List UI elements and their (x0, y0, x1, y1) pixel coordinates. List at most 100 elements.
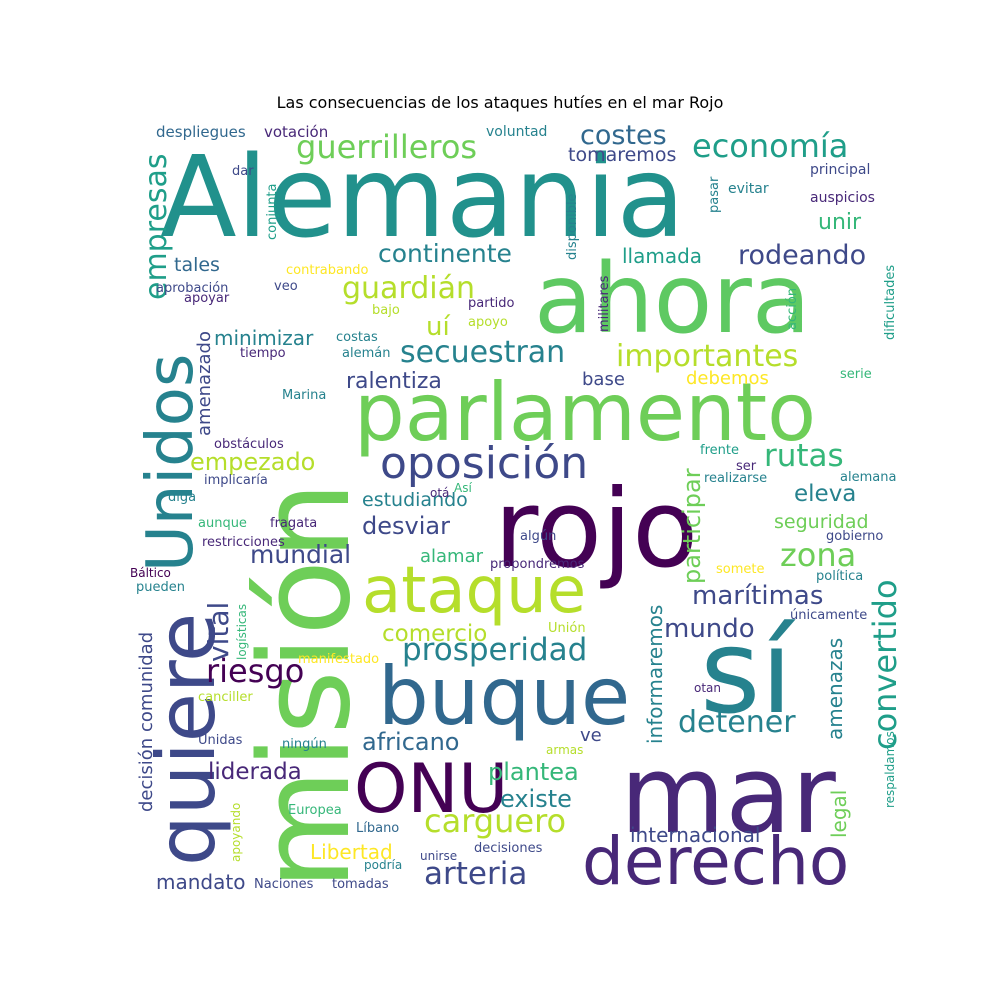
word: política (816, 569, 863, 584)
word: participar (678, 468, 706, 584)
word: Libertad (310, 840, 393, 864)
word: armas (546, 743, 583, 757)
word: apoyar (184, 291, 230, 306)
word: llamada (622, 244, 702, 268)
word: Unidos (134, 354, 208, 572)
word: gobierno (826, 529, 883, 544)
word: quiere (140, 613, 233, 866)
word: tiempo (240, 346, 286, 361)
word: seguridad (774, 511, 869, 533)
word: rodeando (738, 240, 866, 271)
word: frente (700, 443, 739, 458)
word: decisión (136, 738, 157, 812)
word: apoyo (468, 315, 508, 330)
word: ralentiza (346, 369, 442, 394)
word: alemana (840, 470, 896, 485)
word: carguero (424, 802, 566, 840)
word: estudiando (362, 489, 468, 511)
word: amenazas (823, 638, 847, 740)
word: internacional (630, 823, 760, 847)
word: aprobación (156, 281, 228, 296)
word: comercio (382, 621, 487, 647)
word: mandato (156, 870, 245, 894)
word: obstáculos (214, 437, 284, 452)
word: empresas (139, 154, 174, 301)
word: dificultades (883, 265, 898, 340)
word: diga (168, 490, 196, 505)
word: Europea (288, 803, 342, 818)
word: mundo (664, 614, 755, 644)
word-cloud-words: Alemania mar misión sí rojo ahora parlam… (130, 120, 904, 900)
word: ahora (534, 243, 811, 355)
word: somete (716, 562, 764, 577)
word: Marina (282, 388, 326, 403)
word: Alemania (160, 133, 685, 263)
word: respaldamos (883, 731, 897, 808)
word: sí (700, 605, 796, 740)
word: minimizar (214, 326, 314, 350)
word: rojo (494, 467, 698, 592)
word: alemán (342, 346, 390, 361)
word: riesgo (206, 652, 304, 690)
word: principal (810, 162, 870, 178)
word: evitar (728, 181, 769, 197)
word: únicamente (790, 608, 867, 623)
word: debemos (686, 368, 769, 389)
word: tomadas (332, 877, 389, 892)
word: manifestado (298, 652, 379, 667)
word: auspicios (810, 190, 875, 206)
word: rutas (764, 438, 844, 474)
word: votación (264, 123, 328, 141)
word: costas (336, 330, 378, 345)
word: tales (174, 254, 220, 276)
word: mar (620, 733, 836, 858)
word: serie (840, 367, 872, 382)
word: pueden (136, 580, 185, 595)
word: Báltico (130, 566, 171, 580)
word: africano (362, 728, 460, 756)
word: algún (520, 529, 556, 544)
word: continente (378, 239, 512, 268)
word: otá (430, 486, 449, 500)
word: voluntad (486, 124, 547, 140)
word: ataque (362, 554, 586, 628)
word: ve (580, 725, 602, 746)
word: guerrilleros (296, 128, 477, 166)
word: misión (234, 481, 378, 890)
word: otan (694, 681, 721, 695)
word: implicaría (204, 473, 268, 488)
word: realizarse (704, 471, 767, 486)
word: derecho (582, 823, 849, 900)
word: apoyando (229, 803, 243, 862)
word: bajo (372, 303, 400, 318)
word: secuestran (400, 335, 565, 370)
word: ser (736, 459, 757, 474)
word: podría (364, 858, 402, 872)
word: arteria (424, 856, 527, 892)
word: Así (454, 481, 472, 495)
word: costes (580, 120, 667, 151)
word: oposición (380, 438, 588, 489)
word: empezado (190, 448, 315, 476)
word: comunidad (136, 632, 157, 732)
word: mundial (250, 540, 351, 569)
word: desviar (362, 512, 450, 540)
word: dar (232, 164, 254, 179)
word: Unidas (198, 733, 243, 748)
word: veo (274, 279, 298, 294)
word: propondremos (490, 557, 585, 572)
word: aunque (198, 516, 247, 531)
word: militares (597, 275, 612, 332)
word: tomaremos (568, 144, 676, 166)
word: unir (818, 210, 862, 235)
word: amenazado (194, 331, 215, 436)
word: ONU (354, 750, 508, 829)
word: restricciones (202, 535, 285, 550)
word: convertido (866, 579, 904, 750)
word: guardián (342, 271, 475, 306)
word: logísticas (235, 604, 249, 660)
word: pasar (707, 176, 722, 213)
word: despliegues (156, 123, 246, 141)
word: liderada (208, 759, 302, 785)
word: canciller (198, 690, 253, 705)
